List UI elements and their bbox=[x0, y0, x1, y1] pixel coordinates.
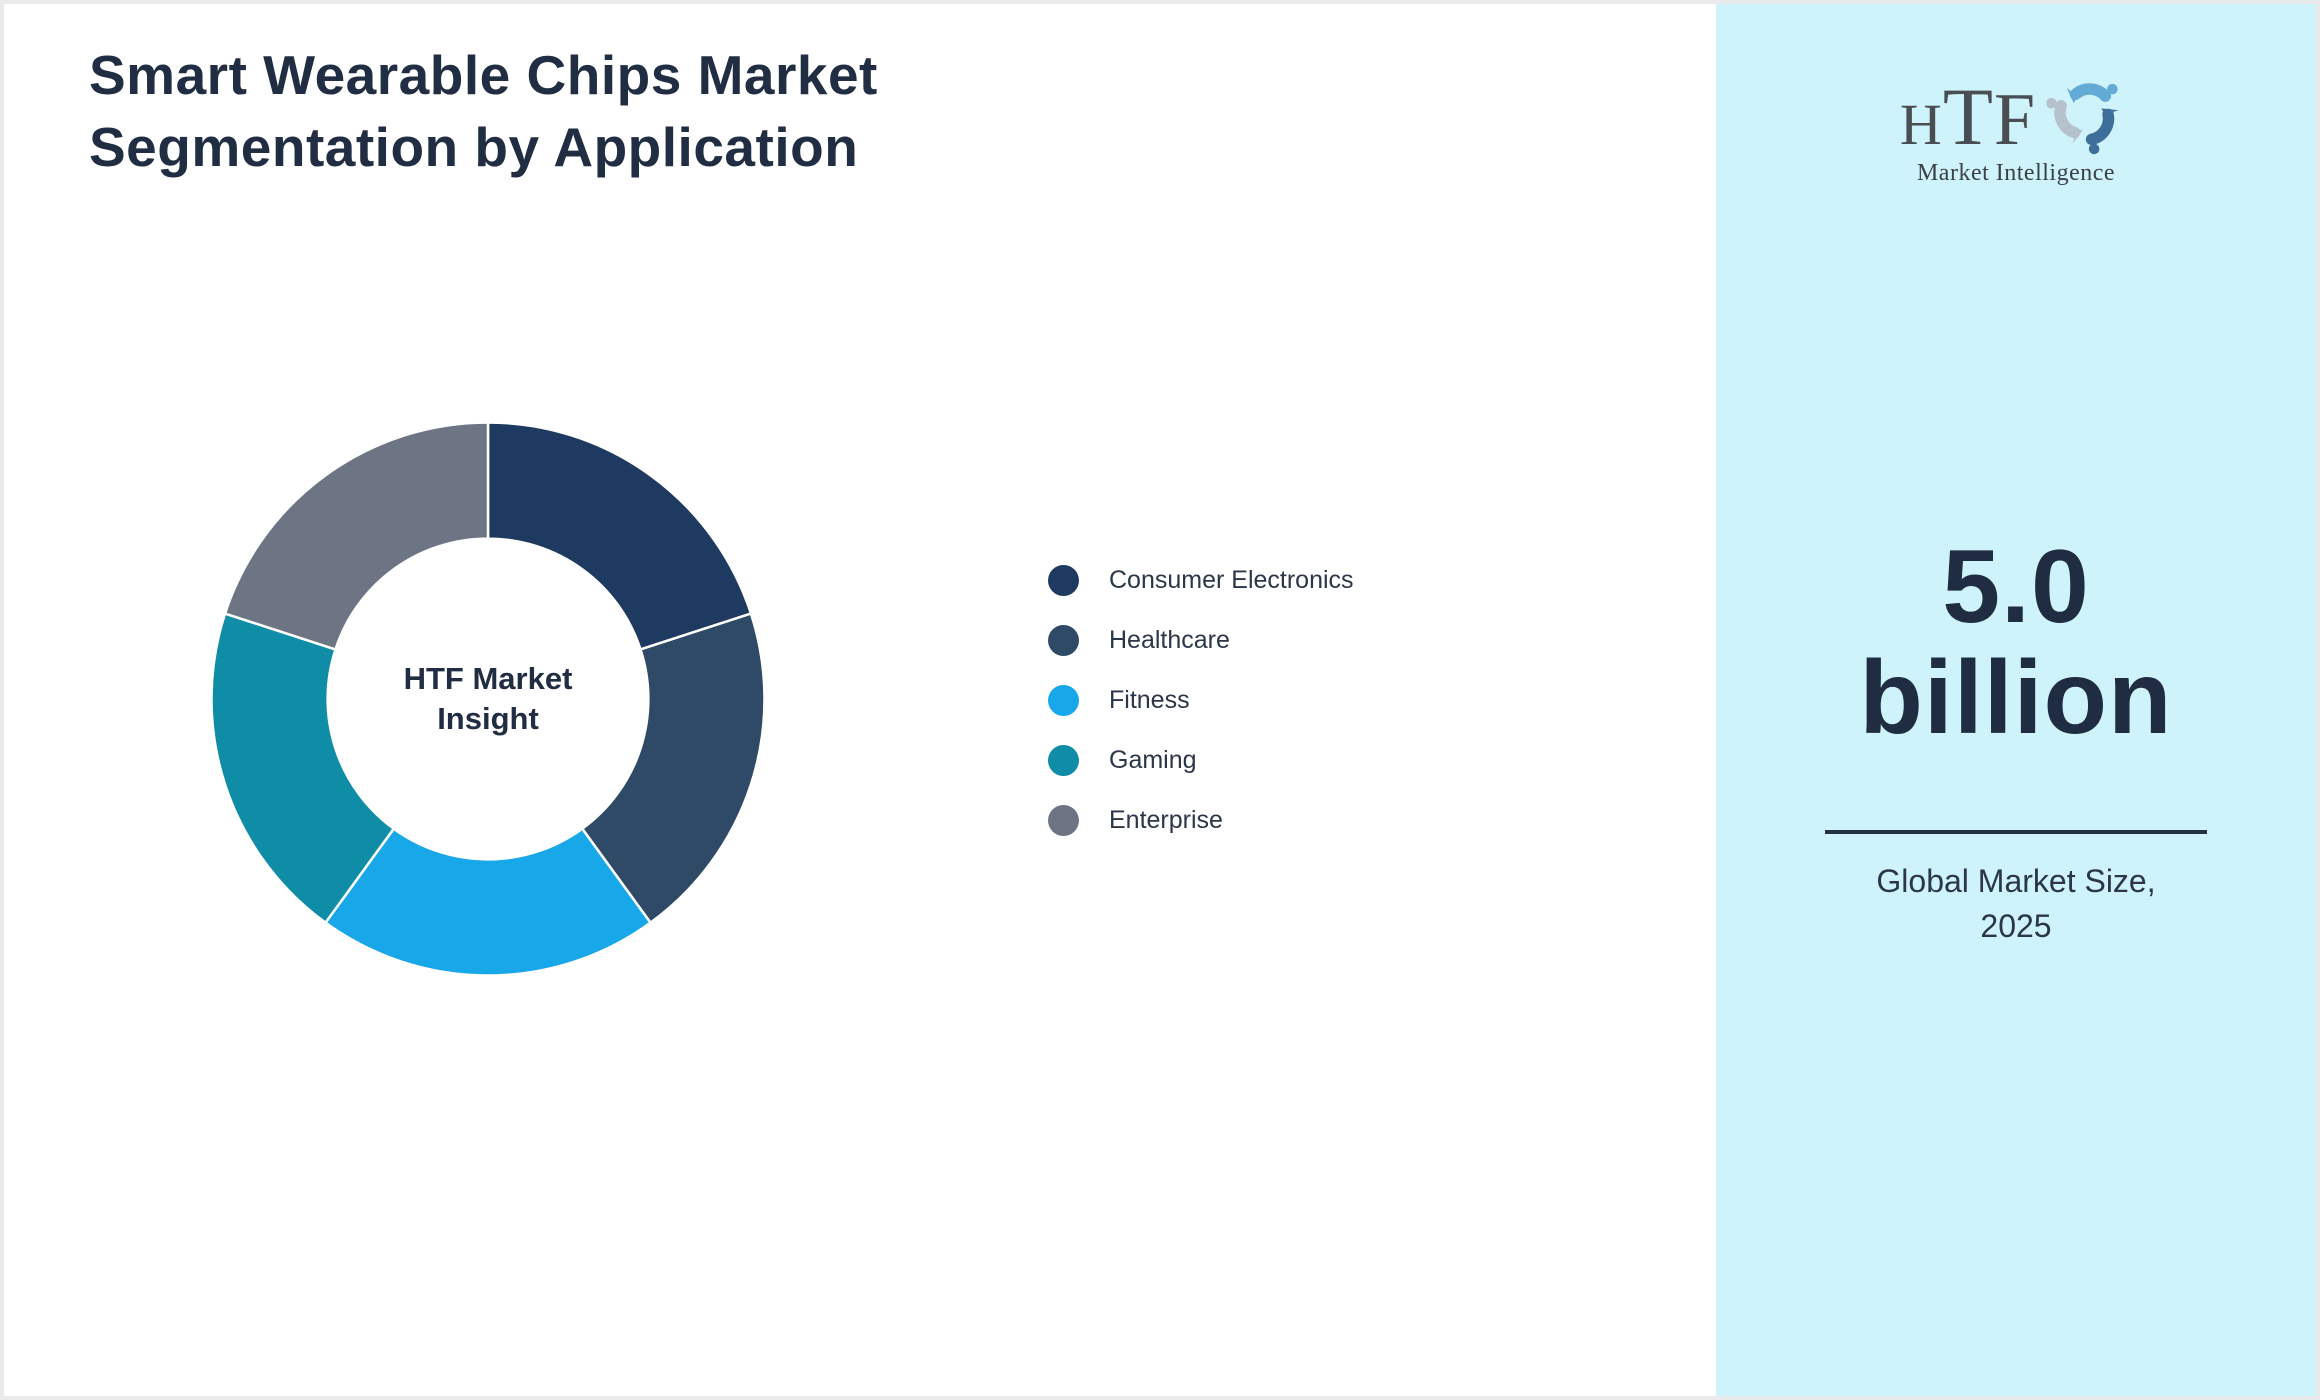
market-size-unit: billion bbox=[1859, 640, 2173, 757]
legend-label: Healthcare bbox=[1109, 626, 1230, 654]
market-size-number: 5.0 bbox=[1942, 529, 2090, 645]
donut-segment-fitness bbox=[324, 827, 652, 977]
htf-logo-letter-t: T bbox=[1942, 71, 1994, 162]
market-size-caption-line1: Global Market Size, bbox=[1876, 863, 2156, 899]
legend-item-fitness: Fitness bbox=[1048, 685, 1354, 716]
htf-logo-letter-f: F bbox=[1993, 79, 2037, 161]
legend-swatch-icon bbox=[1048, 745, 1079, 776]
htf-logo: H T F bbox=[1716, 68, 2316, 187]
legend-swatch-icon bbox=[1048, 805, 1079, 836]
legend-item-healthcare: Healthcare bbox=[1048, 625, 1354, 656]
legend-swatch-icon bbox=[1048, 565, 1079, 596]
legend-label: Enterprise bbox=[1109, 806, 1223, 834]
htf-logo-letter-h: H bbox=[1899, 92, 1943, 157]
donut-segment-gaming bbox=[210, 612, 395, 924]
legend-label: Consumer Electronics bbox=[1109, 566, 1354, 594]
donut-chart: HTF Market Insight bbox=[210, 421, 766, 977]
donut-segment-enterprise bbox=[223, 421, 490, 651]
legend-label: Gaming bbox=[1109, 746, 1197, 774]
legend-label: Fitness bbox=[1109, 686, 1190, 714]
page-title: Smart Wearable Chips Market Segmentation… bbox=[89, 40, 878, 183]
market-size-caption-line2: 2025 bbox=[1980, 908, 2052, 945]
page-title-line2: Segmentation by Application bbox=[89, 115, 859, 178]
market-size-value: 5.0 billion bbox=[1716, 529, 2316, 757]
htf-logo-text: H T F bbox=[1900, 76, 2036, 158]
chart-legend: Consumer Electronics Healthcare Fitness Gam… bbox=[1048, 565, 1354, 836]
legend-swatch-icon bbox=[1048, 685, 1079, 716]
panel-divider bbox=[1825, 830, 2207, 834]
donut-segment-consumer-electronics bbox=[486, 421, 753, 651]
page-title-line1: Smart Wearable Chips Market bbox=[89, 44, 878, 106]
htf-logo-row: H T F bbox=[1900, 68, 2132, 158]
legend-item-enterprise: Enterprise bbox=[1048, 805, 1354, 836]
legend-item-consumer-electronics: Consumer Electronics bbox=[1048, 565, 1354, 596]
donut-segment-healthcare bbox=[581, 612, 766, 924]
market-size-caption: Global Market Size, 2025 bbox=[1716, 859, 2316, 950]
legend-swatch-icon bbox=[1048, 625, 1079, 656]
side-panel: H T F bbox=[1716, 4, 2316, 1396]
legend-item-gaming: Gaming bbox=[1048, 745, 1354, 776]
donut-chart-svg bbox=[210, 421, 766, 977]
htf-logo-subtext: Market Intelligence bbox=[1916, 160, 2116, 186]
dolphin-swirl-icon bbox=[2046, 83, 2119, 155]
